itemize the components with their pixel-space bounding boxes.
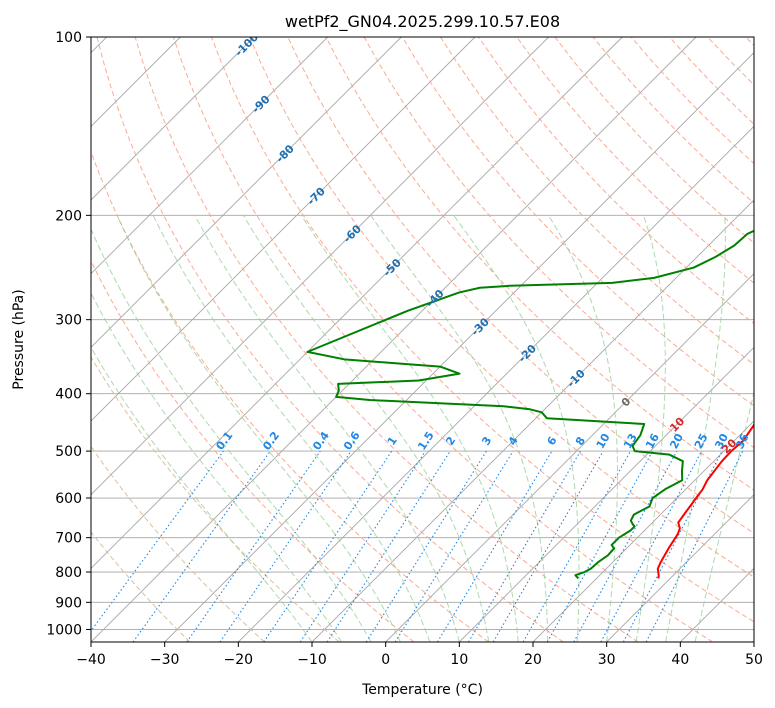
dry-adiabat	[91, 150, 489, 642]
isotherm-line	[91, 37, 623, 569]
moist-adiabat	[665, 215, 726, 642]
dry-adiabat	[249, 37, 754, 578]
y-tick-label: 300	[55, 313, 82, 329]
isotherm-line	[459, 346, 754, 642]
y-tick-label: 600	[55, 491, 82, 507]
isotherm-line	[91, 37, 328, 275]
y-tick-label: 700	[55, 531, 82, 547]
dry-adiabat	[91, 259, 415, 642]
y-tick-label: 200	[55, 208, 82, 224]
mixing-ratio-line	[365, 450, 487, 642]
moist-adiabat	[194, 215, 460, 642]
isotherm-line	[91, 37, 549, 496]
x-tick-label: −10	[297, 652, 327, 668]
dry-adiabat	[91, 356, 340, 642]
moist-adiabat	[91, 291, 342, 642]
x-tick-label: −20	[224, 652, 254, 668]
moist-adiabat	[370, 215, 549, 642]
mixing-ratio-line	[573, 450, 678, 642]
x-tick-label: 30	[598, 652, 616, 668]
isotherm-line	[91, 37, 255, 201]
y-tick-label: 1000	[46, 622, 82, 638]
dry-adiabat	[96, 37, 564, 642]
dry-adiabat	[440, 37, 754, 366]
x-tick-label: 20	[524, 652, 542, 668]
x-tick-label: −40	[76, 652, 106, 668]
isotherm-line	[532, 420, 754, 642]
moist-adiabat	[91, 228, 372, 642]
mixing-ratio-line	[219, 450, 352, 642]
x-tick-label: −30	[150, 652, 180, 668]
mixing-ratio-label: 36	[733, 431, 752, 451]
moist-adiabat	[116, 215, 401, 642]
isotherm-line	[164, 52, 754, 642]
x-tick-label: 10	[450, 652, 468, 668]
dry-adiabat	[91, 531, 191, 642]
x-axis-label: Temperature (°C)	[361, 682, 483, 698]
x-tick-label: 50	[745, 652, 763, 668]
profile-lines	[306, 229, 754, 580]
dry-adiabat	[134, 37, 639, 642]
plot-frame	[90, 36, 755, 643]
isotherm-line	[91, 37, 476, 422]
dry-adiabat	[91, 445, 265, 642]
chart-title: wetPf2_GN04.2025.299.10.57.E08	[285, 12, 560, 32]
mixing-ratio-label: 25	[692, 431, 711, 451]
y-tick-label: 800	[55, 565, 82, 581]
mixing-ratio-line	[436, 450, 553, 642]
x-tick-label: 40	[671, 652, 689, 668]
axes: −40 −30 −20 −10 0 10 20 30 40 50 100 200 300 400 500 60…	[46, 30, 763, 668]
dry-adiabat	[211, 37, 754, 623]
isotherm-line	[606, 494, 754, 642]
mixing-ratio-line	[186, 450, 321, 642]
isotherm-line	[385, 273, 754, 642]
x-tick-label: 0	[381, 652, 390, 668]
y-tick-label: 500	[55, 444, 82, 460]
moist-adiabat	[694, 390, 754, 642]
moist-adiabat	[243, 215, 490, 642]
isotherm-line	[91, 37, 402, 348]
y-axis-label: Pressure (hPa)	[11, 289, 27, 389]
moist-adiabat	[91, 346, 313, 642]
dewpoint-line	[306, 229, 754, 580]
moist-adiabat	[635, 215, 666, 642]
dry-adiabat	[172, 37, 713, 642]
moist-adiabat	[548, 215, 618, 642]
y-tick-label: 400	[55, 387, 82, 403]
mixing-ratio-line	[492, 450, 604, 642]
moist-adiabat	[152, 215, 431, 642]
dry-adiabat	[401, 37, 754, 407]
mixing-ratio-line	[546, 450, 654, 642]
mixing-ratio-line	[468, 450, 581, 642]
mixing-ratio-line	[394, 450, 514, 642]
moist-adiabat	[300, 215, 519, 642]
dry-adiabat	[516, 37, 754, 284]
moist-adiabat	[453, 215, 580, 642]
y-tick-label: 100	[55, 30, 82, 46]
isotherm-line	[753, 641, 754, 642]
temperature-line	[656, 422, 754, 579]
isotherm-line	[91, 37, 697, 642]
plot-background	[91, 37, 754, 642]
mixing-ratio-line	[522, 450, 631, 642]
dry-adiabat	[325, 37, 754, 491]
isotherm-line	[238, 125, 754, 642]
mixing-ratio-line	[326, 450, 451, 642]
y-tick-label: 900	[55, 595, 82, 611]
background-lines	[91, 37, 754, 642]
mixing-ratio-label: 30	[712, 431, 731, 451]
